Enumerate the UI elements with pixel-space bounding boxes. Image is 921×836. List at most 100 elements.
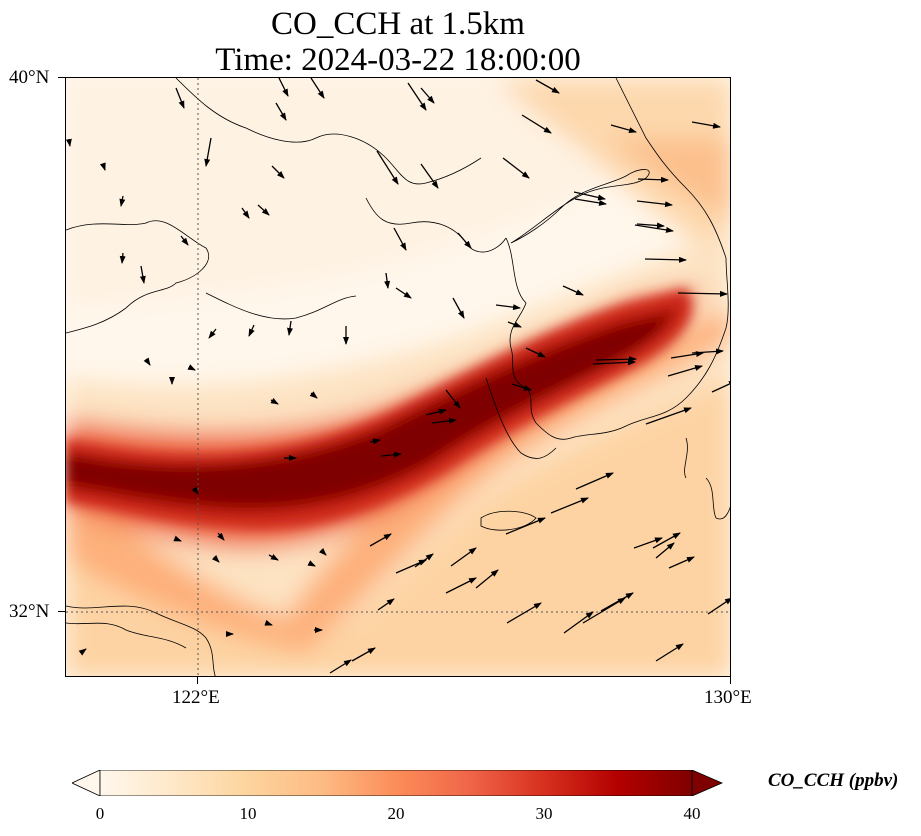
wind-vector-arrow (707, 597, 730, 615)
wind-vector-arrow (667, 365, 703, 377)
wind-vector-arrow (211, 554, 220, 563)
wind-vector-arrow (655, 542, 675, 559)
wind-vector-arrow (644, 256, 687, 263)
wind-vector-arrow (264, 619, 273, 626)
wind-vector-arrow (414, 553, 434, 568)
wind-vector-arrow (691, 121, 721, 129)
lat-label-40: 40°N (9, 67, 50, 88)
lat-label-32: 32°N (9, 601, 50, 622)
wind-vector-arrow (507, 321, 522, 328)
lat-tick-40 (58, 77, 65, 78)
wind-vector-arrow (574, 198, 607, 206)
lon-tick-130 (730, 677, 731, 684)
coastlines (66, 78, 730, 676)
wind-vector-arrow (563, 611, 594, 634)
wind-vector-arrow (208, 328, 217, 339)
wind-vector-arrow (119, 252, 126, 264)
wind-vector-arrow (600, 592, 634, 612)
wind-vector-arrow (307, 560, 316, 567)
wind-vector-arrow (495, 304, 521, 311)
wind-vector-arrow (475, 569, 499, 589)
wind-vector-arrow (575, 472, 614, 490)
lon-label-122: 122°E (172, 687, 220, 708)
wind-vector-arrow (268, 553, 279, 561)
gridlines (66, 78, 730, 676)
colorbar-tick-0: 0 (95, 804, 105, 823)
colorbar-tick-10: 10 (239, 804, 257, 823)
wind-vector-arrow (573, 191, 606, 201)
wind-vector-arrow (691, 348, 724, 355)
wind-vector-arrow (652, 532, 681, 549)
wind-vector-arrow (425, 408, 447, 416)
wind-vector-arrow (634, 224, 674, 233)
wind-vector-arrow (420, 87, 435, 104)
colorbar-title: CO_CCH (ppbv) (768, 770, 899, 791)
wind-vector-arrow (645, 407, 692, 425)
wind-vector-arrow (384, 272, 391, 289)
wind-vector-arrow (562, 285, 584, 296)
wind-vector-arrow (431, 417, 457, 424)
wind-vector-arrow (668, 556, 695, 569)
wind-vector-arrow (78, 648, 87, 656)
wind-vector-arrow (329, 659, 352, 674)
wind-vector-arrow (457, 232, 472, 249)
wind-vector-arrow (550, 497, 589, 514)
wind-vector-arrow (380, 451, 402, 458)
wind-vector-arrow (376, 150, 399, 185)
wind-vector-arrow (99, 162, 106, 171)
wind-vector-arrow (502, 157, 530, 179)
wind-vector-arrow (180, 235, 189, 246)
wind-vector-arrow (270, 397, 279, 405)
colorbar-tick-30: 30 (535, 804, 553, 823)
wind-vector-arrow (257, 204, 270, 216)
wind-vector-arrow (610, 124, 637, 134)
wind-vector-arrow (677, 290, 728, 297)
wind-vector-arrow (287, 320, 293, 336)
wind-vectors (66, 78, 730, 674)
wind-vector-arrow (505, 517, 546, 535)
wind-vector-arrow (655, 643, 684, 662)
wind-vector-arrow (420, 163, 439, 189)
wind-vector-arrow (271, 165, 285, 179)
lon-tick-122 (197, 677, 198, 684)
wind-vector-arrow (511, 383, 532, 391)
wind-vector-arrow (636, 200, 673, 208)
lon-label-130: 130°E (704, 687, 752, 708)
concentration-field (66, 78, 730, 676)
map-title-line2: Time: 2024-03-22 18:00:00 (215, 42, 581, 78)
wind-vector-arrow (535, 79, 560, 94)
wind-vector-arrow (143, 357, 151, 366)
wind-vector-arrow (217, 532, 225, 541)
wind-vector-arrow (248, 324, 255, 337)
wind-vector-arrow (637, 176, 669, 183)
wind-vector-arrow (521, 114, 552, 134)
wind-vector-arrow (445, 389, 461, 409)
colorbar-tick-20: 20 (387, 804, 405, 823)
wind-vector-arrow (173, 535, 182, 542)
map-title-line1: CO_CCH at 1.5km (271, 6, 525, 42)
wind-vector-arrow (191, 486, 199, 495)
wind-vector-arrow (139, 265, 146, 284)
wind-vector-arrow (369, 533, 392, 547)
lat-tick-32 (58, 611, 65, 612)
wind-vector-arrow (275, 102, 287, 121)
colorbar (72, 770, 723, 796)
wind-vector-arrow (445, 577, 477, 594)
wind-vector-arrow (310, 78, 325, 99)
wind-vector-arrow (241, 207, 250, 219)
wind-vector-arrow (119, 195, 126, 207)
map-canvas (66, 78, 730, 676)
wind-vector-arrow (318, 547, 327, 556)
wind-vector-arrow (395, 287, 412, 299)
wind-vector-arrow (175, 87, 185, 109)
wind-vector-arrow (351, 647, 376, 662)
wind-vector-arrow (506, 602, 542, 624)
wind-vector-arrow (633, 537, 663, 549)
wind-vector-arrow (636, 222, 665, 229)
wind-vector-arrow (452, 297, 465, 319)
wind-vector-arrow (187, 364, 196, 371)
wind-vector-arrow (525, 347, 546, 358)
wind-vector-arrow (377, 598, 395, 611)
wind-vector-arrow (407, 82, 427, 111)
wind-vector-arrow (711, 380, 730, 393)
